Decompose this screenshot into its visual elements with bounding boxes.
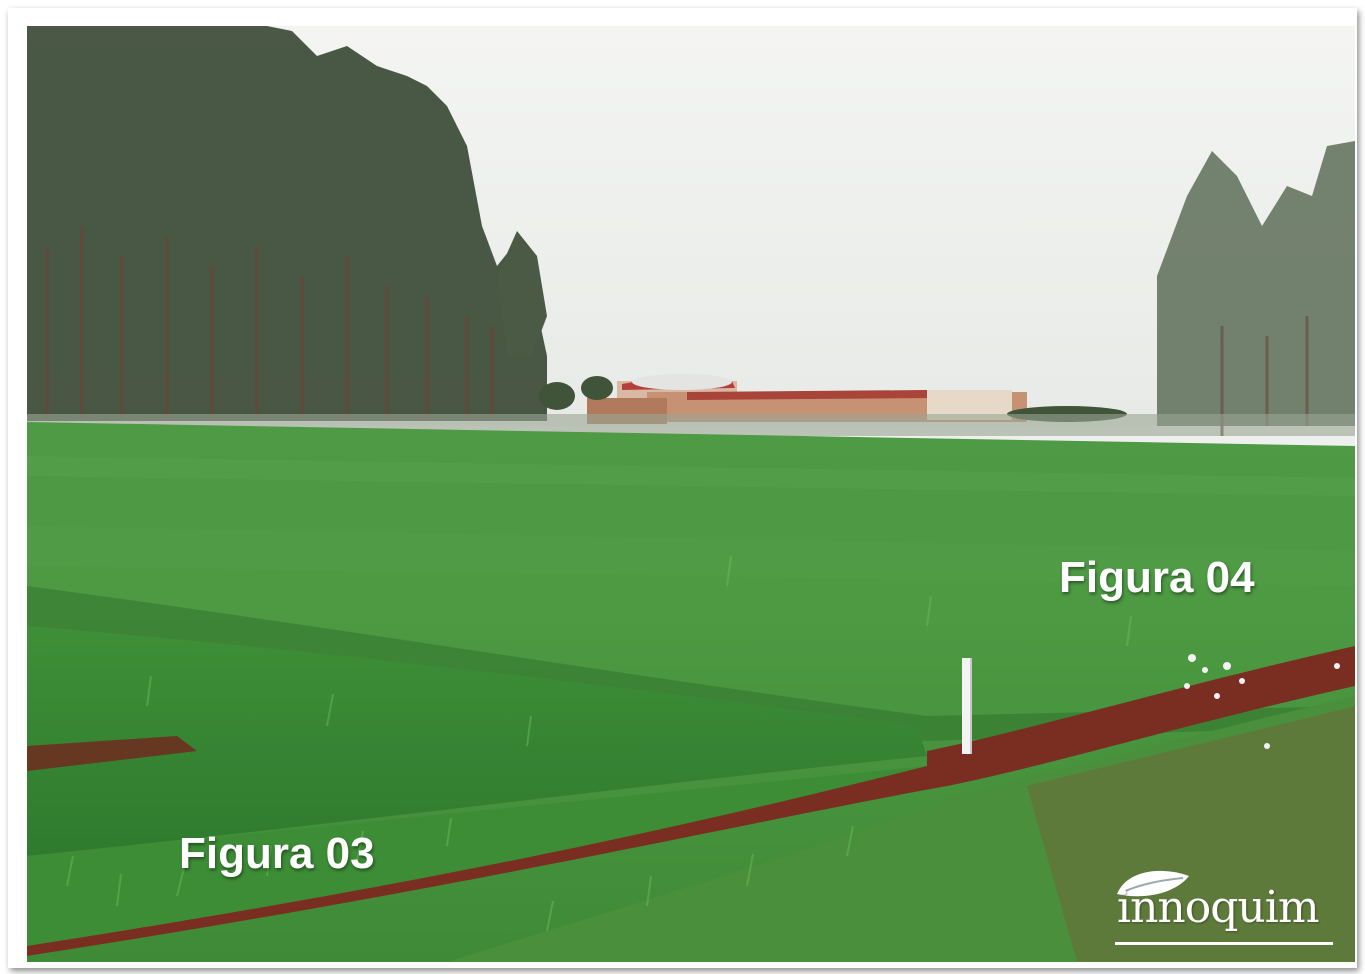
logo-underline [1115,942,1333,945]
white-stake [962,658,971,754]
field-scene [27,26,1355,962]
eucalyptus-trees-left [27,26,547,421]
field-photo: Figura 04 Figura 03 innoquim [27,26,1355,962]
plot-lower-left [27,766,927,946]
tree-trunks [45,226,494,418]
grass-texture [66,555,1132,932]
leaf-icon [1117,870,1189,897]
figura-03-label: Figura 03 [179,829,375,878]
innoquim-logo: innoquim [1113,864,1339,950]
white-flowers [1184,654,1340,749]
weedy-patch [1027,706,1355,962]
figura-04-label: Figura 04 [1059,553,1255,602]
logo-text: innoquim [1117,882,1320,933]
plot-upper [27,626,927,856]
